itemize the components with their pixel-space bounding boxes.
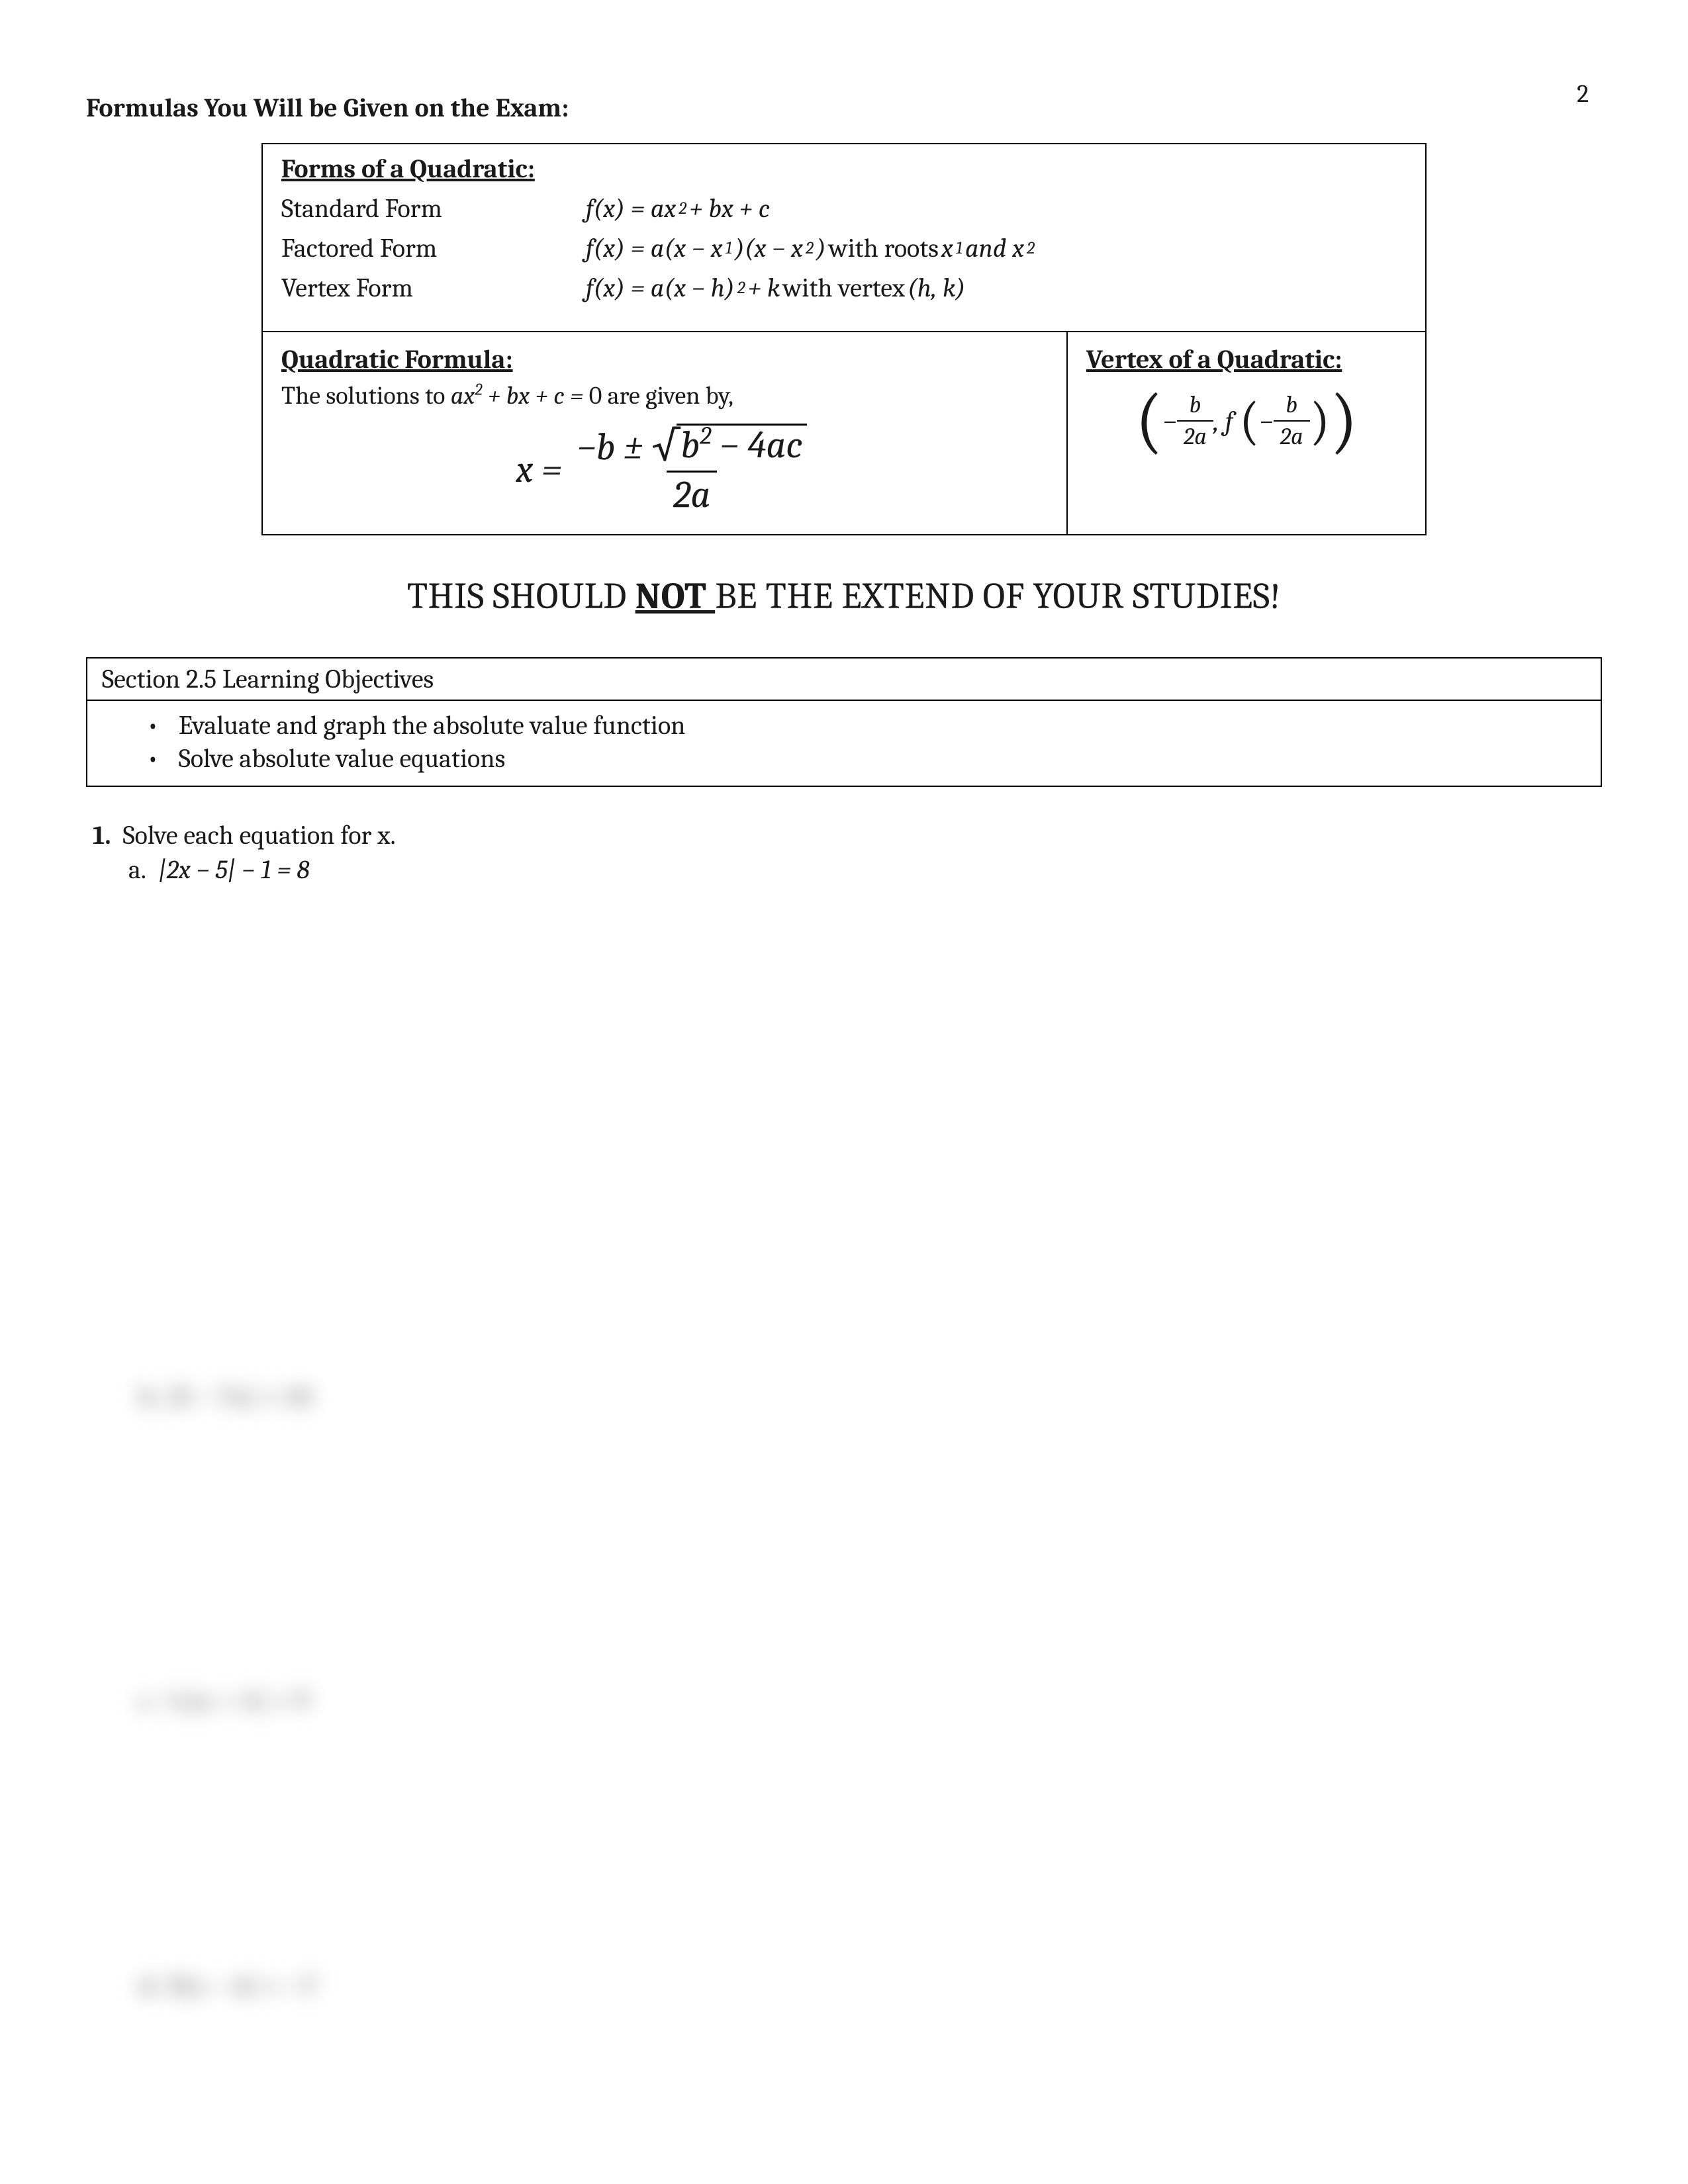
page-number: 2 — [1577, 79, 1589, 109]
sub-expr: |2x − 5| − 1 = 8 — [158, 854, 310, 885]
bullet-icon: • — [147, 743, 159, 774]
form-label: Factored Form — [281, 233, 586, 263]
vertex-cell: Vertex of a Quadratic: ( − b2a , f ( − b… — [1068, 332, 1425, 534]
problem-number: 1. — [93, 820, 111, 850]
objective-text: Solve absolute value equations — [179, 743, 506, 774]
forms-section: Forms of a Quadratic: Standard Form f(x)… — [263, 144, 1425, 332]
objective-text: Evaluate and graph the absolute value fu… — [179, 710, 686, 741]
form-expr: f(x) = a(x − x1)(x − x2) with roots x1 a… — [586, 233, 1035, 263]
objectives-header: Section 2.5 Learning Objectives — [87, 659, 1601, 701]
form-label: Standard Form — [281, 193, 586, 224]
form-row-standard: Standard Form f(x) = ax2 + bx + c — [281, 193, 1407, 224]
formula-bottom-row: Quadratic Formula: The solutions to ax2 … — [263, 332, 1425, 534]
blurred-row: d. 3|x − 6| = −7 — [139, 1966, 316, 2005]
banner-not: NOT — [635, 575, 716, 617]
objectives-box: Section 2.5 Learning Objectives • Evalua… — [86, 657, 1602, 787]
problem-1a: a. |2x − 5| − 1 = 8 — [128, 854, 1602, 885]
formula-box: Forms of a Quadratic: Standard Form f(x)… — [261, 143, 1427, 535]
problem-1: 1. Solve each equation for x. — [93, 820, 1602, 850]
objective-item: • Solve absolute value equations — [147, 743, 1586, 774]
form-expr: f(x) = ax2 + bx + c — [586, 193, 770, 224]
blurred-row: b. |3 − 7x| = 10 — [139, 1377, 312, 1416]
qf-equation: x = −b ± √b2 − 4ac 2a — [281, 424, 1048, 516]
bullet-icon: • — [147, 710, 159, 741]
form-label: Vertex Form — [281, 273, 586, 303]
blurred-row: c. ½|x + 4| = 9 — [139, 1681, 309, 1721]
form-expr: f(x) = a(x − h)2 + k with vertex (h, k) — [586, 273, 965, 303]
sub-letter: a. — [128, 854, 146, 885]
banner: THIS SHOULD NOT BE THE EXTEND OF YOUR ST… — [86, 575, 1602, 617]
section-title: Formulas You Will be Given on the Exam: — [86, 93, 1602, 123]
form-row-factored: Factored Form f(x) = a(x − x1)(x − x2) w… — [281, 233, 1407, 263]
quadratic-formula-cell: Quadratic Formula: The solutions to ax2 … — [263, 332, 1068, 534]
qf-heading: Quadratic Formula: — [281, 344, 1048, 375]
banner-post: BE THE EXTEND OF YOUR STUDIES! — [715, 575, 1281, 617]
vertex-expression: ( − b2a , f ( − b2a ) ) — [1086, 392, 1407, 450]
forms-heading: Forms of a Quadratic: — [281, 154, 1407, 184]
page: 2 Formulas You Will be Given on the Exam… — [0, 0, 1688, 2184]
problem-text: Solve each equation for x. — [123, 820, 396, 850]
form-row-vertex: Vertex Form f(x) = a(x − h)2 + k with ve… — [281, 273, 1407, 303]
qf-intro: The solutions to ax2 + bx + c = 0 are gi… — [281, 381, 1048, 410]
vertex-heading: Vertex of a Quadratic: — [1086, 344, 1407, 375]
objectives-body: • Evaluate and graph the absolute value … — [87, 701, 1601, 786]
banner-pre: THIS SHOULD — [407, 575, 635, 617]
objective-item: • Evaluate and graph the absolute value … — [147, 710, 1586, 741]
